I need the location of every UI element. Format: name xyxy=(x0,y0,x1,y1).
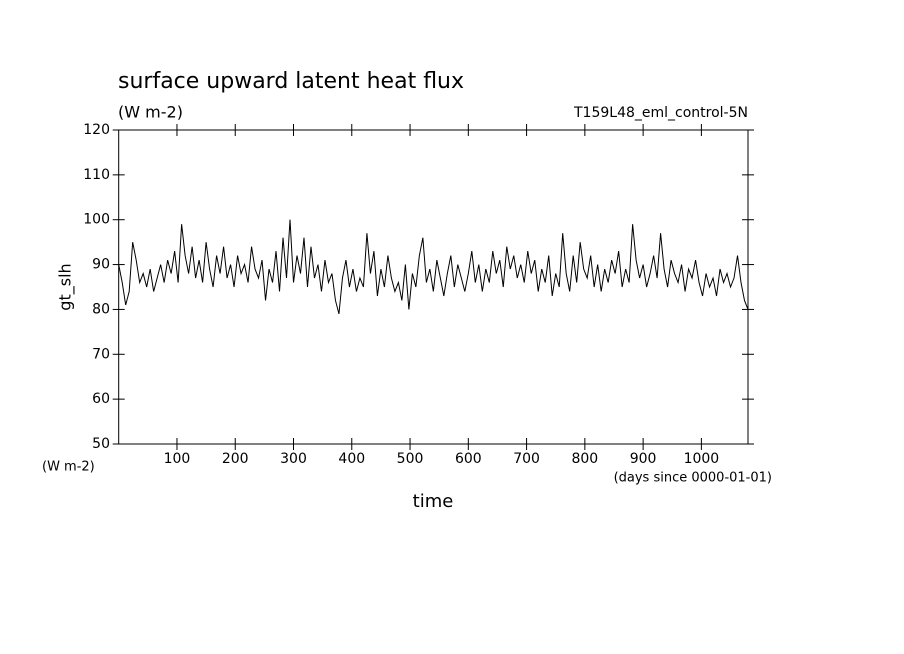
x-unit: (days since 0000-01-01) xyxy=(614,471,772,486)
y-tick-label: 120 xyxy=(83,122,110,138)
y-tick-label: 100 xyxy=(83,212,110,228)
x-tick-label: 400 xyxy=(338,451,365,467)
x-axis-label: time xyxy=(413,491,454,512)
x-tick-label: 300 xyxy=(280,451,307,467)
series-line xyxy=(118,219,749,315)
plot-frame xyxy=(118,129,749,445)
y-tick-label: 60 xyxy=(92,391,110,407)
x-tick-label: 900 xyxy=(630,451,657,467)
y-tick-label: 80 xyxy=(92,301,110,317)
x-tick-label: 600 xyxy=(455,451,482,467)
x-tick-label: 1000 xyxy=(684,451,720,467)
chart-subtitle: (W m-2) xyxy=(118,103,183,122)
y-unit: (W m-2) xyxy=(42,460,95,475)
chart-title: surface upward latent heat flux xyxy=(118,69,464,94)
x-tick-label: 700 xyxy=(513,451,540,467)
y-tick-label: 110 xyxy=(83,167,110,183)
y-tick-label: 90 xyxy=(92,257,110,273)
y-tick-label: 50 xyxy=(92,436,110,452)
x-tick-label: 800 xyxy=(571,451,598,467)
y-axis-label: gt_slh xyxy=(56,263,76,310)
x-tick-label: 200 xyxy=(222,451,249,467)
x-tick-label: 500 xyxy=(397,451,424,467)
y-tick-label: 70 xyxy=(92,346,110,362)
annotation: T159L48_eml_control-5N xyxy=(573,105,748,121)
x-tick-label: 100 xyxy=(164,451,191,467)
